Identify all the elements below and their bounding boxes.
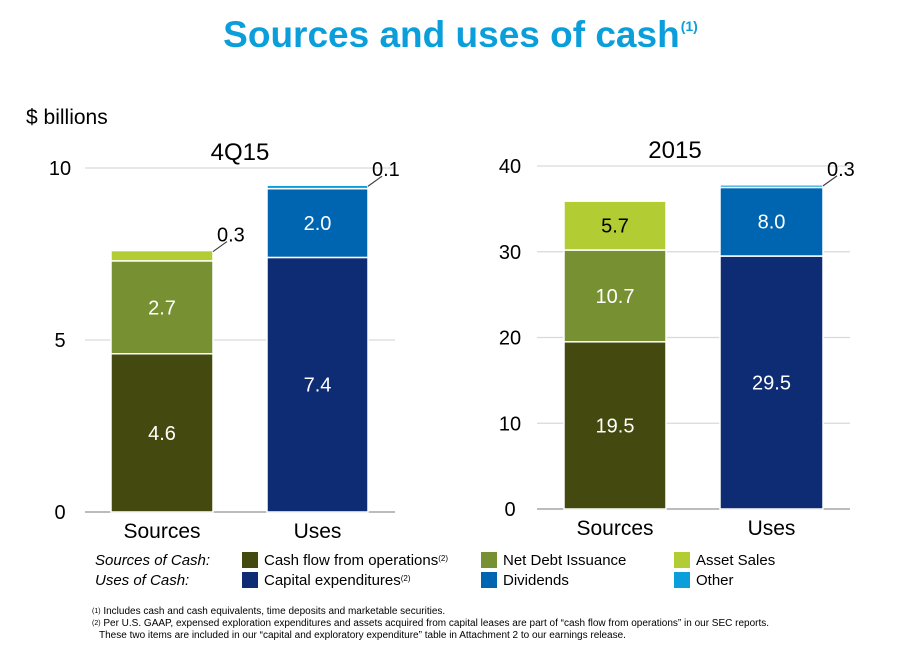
- legend-item-net-debt: Net Debt Issuance: [481, 551, 626, 571]
- title-footnote-ref: (1): [680, 18, 698, 34]
- data-label: 2.0: [304, 213, 332, 235]
- y-tick-label: 5: [54, 330, 65, 352]
- y-tick-label: 20: [499, 328, 521, 350]
- data-label: 0.1: [372, 159, 400, 181]
- bar-segment-cash-flow-from-operations: [563, 341, 667, 510]
- legend-item-asset-sales: Asset Sales: [674, 551, 775, 571]
- data-label: 2.7: [148, 297, 176, 319]
- data-label: 0.3: [217, 225, 245, 247]
- legend-swatch: [242, 552, 258, 568]
- title-text: Sources and uses of cash: [223, 14, 680, 55]
- legend-swatch: [481, 572, 497, 588]
- units-label: $ billions: [26, 106, 108, 129]
- chart-panel-1: 2015 0 10 20 30 40 Sources Uses 19.5 10.7 5.7 29.5 8…: [499, 137, 855, 540]
- x-category-label: Sources: [576, 517, 653, 540]
- footnote-text: These two items are included in our “cap…: [99, 630, 626, 641]
- footnote-text: Per U.S. GAAP, expensed exploration expe…: [103, 618, 770, 629]
- legend-label: Dividends: [503, 572, 569, 589]
- bar-segment-capital-expenditures: [719, 255, 824, 510]
- footnote-1: (1) Includes cash and cash equivalents, …: [92, 606, 769, 618]
- legend-item-cash-flow-ops: Cash flow from operations(2): [242, 551, 448, 571]
- legend-item-other: Other: [674, 571, 734, 591]
- chart-title: 4Q15: [211, 139, 270, 166]
- chart-panel-0: 4Q15 0 5 10 Sources Uses 4.6 2.7 0.3 7.4 2.0 0.1: [49, 139, 400, 543]
- footnote-ref: (2): [92, 620, 101, 627]
- legend-label: Capital expenditures: [264, 572, 401, 589]
- data-label: 5.7: [601, 216, 629, 238]
- footnote-2-continued: These two items are included in our “cap…: [92, 630, 769, 642]
- data-label: 8.0: [758, 212, 786, 234]
- callout-leader-line: [367, 175, 383, 187]
- y-tick-label: 40: [499, 156, 521, 178]
- bar-segment-dividends: [719, 186, 824, 257]
- legend-item-dividends: Dividends: [481, 571, 569, 591]
- legend-sources-category: Sources of Cash:: [95, 552, 211, 569]
- y-tick-label: 30: [499, 242, 521, 264]
- y-tick-label: 0: [504, 499, 515, 521]
- legend-item-capex: Capital expenditures(2): [242, 571, 411, 591]
- legend-swatch: [674, 552, 690, 568]
- data-label: 29.5: [752, 373, 791, 395]
- data-label: 7.4: [304, 375, 332, 397]
- data-label: 10.7: [596, 286, 635, 308]
- bar-segment-net-debt-issuance: [563, 249, 667, 343]
- legend-sup: (2): [438, 554, 449, 563]
- legend-label: Net Debt Issuance: [503, 552, 627, 569]
- legend-sup: (2): [400, 574, 411, 583]
- x-category-label: Sources: [123, 520, 200, 543]
- legend-label: Other: [696, 572, 734, 589]
- callout-leader-line: [212, 241, 228, 253]
- bar-segment-other: [719, 184, 824, 189]
- bar-segment-dividends: [266, 187, 369, 259]
- footnote-2: (2) Per U.S. GAAP, expensed exploration …: [92, 618, 769, 630]
- callout-leader-line: [822, 175, 838, 187]
- bar-segment-asset-sales: [110, 249, 214, 262]
- data-label: 19.5: [596, 415, 635, 437]
- y-tick-label: 10: [499, 413, 521, 435]
- legend-swatch: [242, 572, 258, 588]
- data-label: 4.6: [148, 423, 176, 445]
- bar-segment-other: [266, 184, 369, 190]
- footnote-ref: (1): [92, 608, 101, 615]
- bar-segment-capital-expenditures: [266, 256, 369, 513]
- bar-segment-asset-sales: [563, 200, 667, 251]
- legend-swatch: [481, 552, 497, 568]
- footnotes: (1) Includes cash and cash equivalents, …: [92, 606, 769, 642]
- page-title: Sources and uses of cash(1): [0, 14, 921, 56]
- x-category-label: Uses: [294, 520, 342, 543]
- legend-swatch: [674, 572, 690, 588]
- chart-title: 2015: [648, 137, 701, 164]
- y-tick-label: 0: [54, 502, 65, 524]
- legend-uses-category: Uses of Cash:: [95, 572, 190, 589]
- x-category-label: Uses: [748, 517, 796, 540]
- bar-segment-net-debt-issuance: [110, 260, 214, 355]
- y-tick-label: 10: [49, 158, 71, 180]
- data-label: 0.3: [827, 159, 855, 181]
- legend-label: Asset Sales: [696, 552, 776, 569]
- footnote-text: Includes cash and cash equivalents, time…: [103, 606, 446, 617]
- legend-label: Cash flow from operations: [264, 552, 439, 569]
